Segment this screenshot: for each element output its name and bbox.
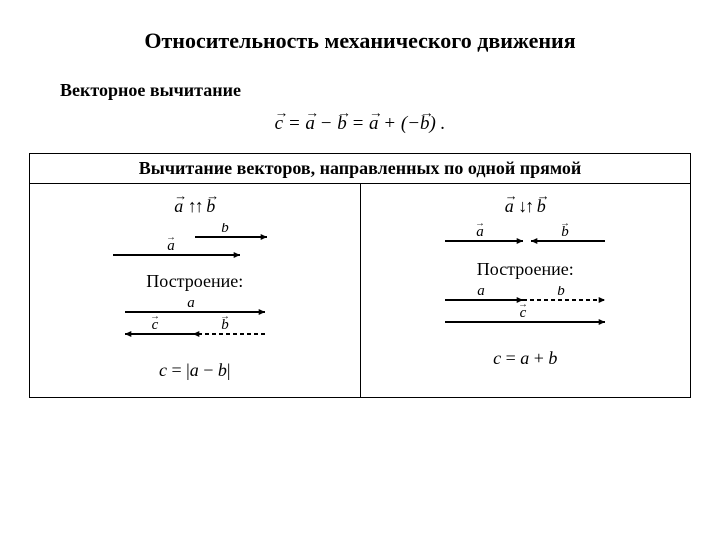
- svg-text:→: →: [220, 311, 230, 322]
- table-header: Вычитание векторов, направленных по одно…: [30, 154, 690, 184]
- construction-label-right: Построение:: [361, 259, 691, 280]
- diagram-left-1: a→b→: [30, 223, 360, 265]
- svg-text:→: →: [186, 298, 196, 300]
- result-left: c = |a − b|: [30, 360, 360, 381]
- page-title: Относительность механического движения: [24, 28, 696, 54]
- construction-label-left: Построение:: [30, 271, 360, 292]
- diagram-right-1: a→b→: [361, 223, 691, 253]
- svg-text:→: →: [476, 286, 486, 288]
- case-label-right: a ↓↑ b: [361, 196, 691, 217]
- svg-text:→: →: [560, 223, 570, 229]
- col-parallel: a ↑↑ b a→b→ Построение: a→b→c→ c = |a − …: [30, 184, 360, 397]
- svg-text:→: →: [475, 223, 485, 229]
- main-formula: c = a − b = a + (−b) .: [24, 113, 696, 135]
- svg-text:→: →: [556, 286, 566, 288]
- subtitle: Векторное вычитание: [60, 80, 696, 101]
- svg-text:→: →: [150, 311, 160, 322]
- svg-text:→: →: [166, 232, 176, 243]
- vector-table: Вычитание векторов, направленных по одно…: [29, 153, 691, 398]
- diagram-right-2: a→b→c→: [361, 286, 691, 342]
- diagram-left-2: a→b→c→: [30, 298, 360, 354]
- svg-text:→: →: [518, 299, 528, 310]
- svg-text:→: →: [220, 223, 230, 225]
- result-right: c = a + b: [361, 348, 691, 369]
- case-label-left: a ↑↑ b: [30, 196, 360, 217]
- col-antiparallel: a ↓↑ b a→b→ Построение: a→b→c→ c = a + b: [360, 184, 691, 397]
